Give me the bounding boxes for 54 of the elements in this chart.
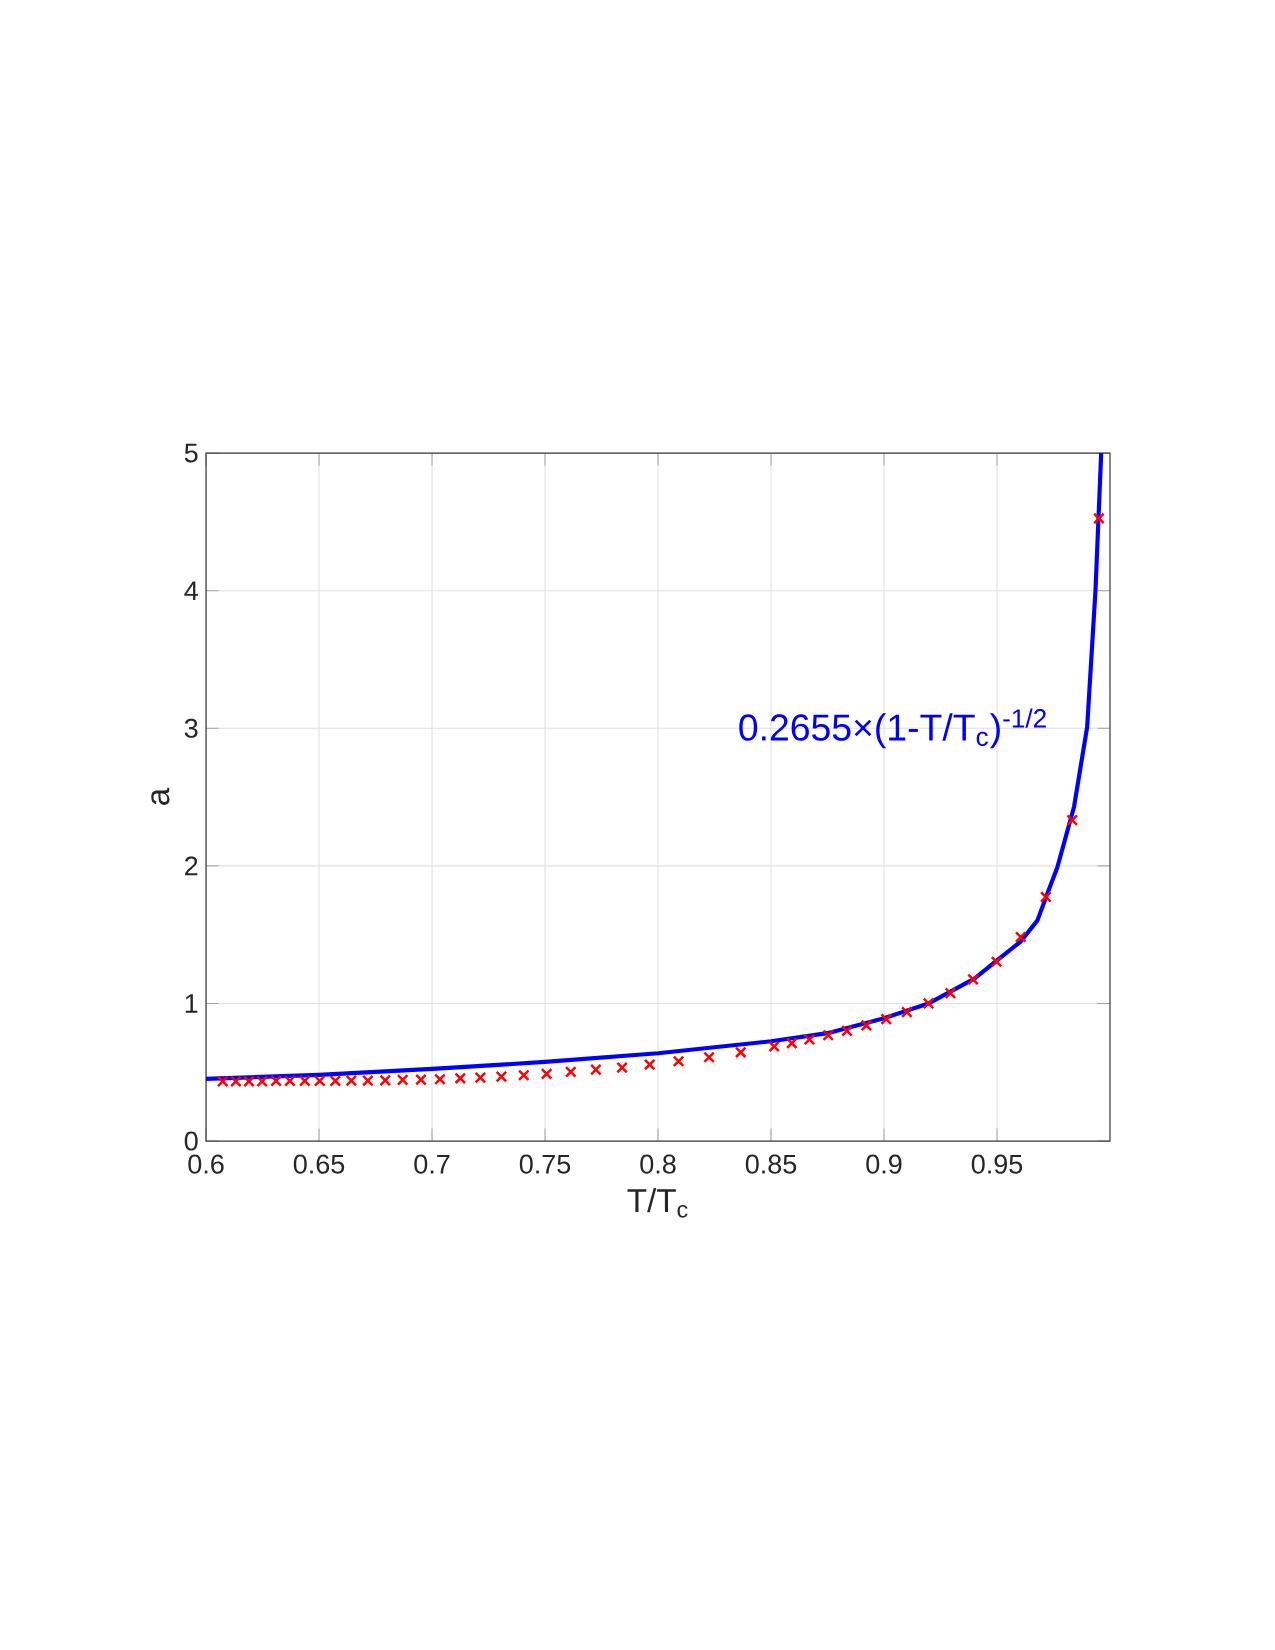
annotation: 0.2655×(1-T/T$_{c}$)$^{-1/2}$: [739, 708, 1046, 749]
point: [414, 1073, 427, 1086]
point: [474, 1071, 487, 1084]
y-tick-label: 1: [185, 994, 198, 1013]
point: [379, 1074, 392, 1087]
point: [345, 1074, 358, 1087]
x-tick-label: 0.8: [640, 1154, 676, 1174]
x-tick-label: 0.9: [866, 1154, 902, 1174]
x-tick-label: 0.65: [293, 1154, 345, 1174]
point: [1014, 931, 1027, 943]
y-tick-label: 4: [184, 581, 198, 600]
point: [329, 1074, 342, 1087]
point: [396, 1073, 409, 1086]
x-axis-title: T/T$_{c}$: [627, 1187, 688, 1218]
x-tick-label: 0.95: [971, 1154, 1023, 1174]
point: [703, 1051, 716, 1064]
point: [944, 987, 957, 1000]
point: [616, 1061, 629, 1074]
point: [880, 1013, 893, 1026]
point: [840, 1024, 853, 1037]
y-axis-title: a: [151, 787, 170, 805]
point: [1039, 890, 1052, 903]
y-tick-label: 2: [185, 856, 198, 876]
point: [822, 1029, 835, 1042]
x-tick-label: 0.6: [188, 1154, 224, 1174]
point: [454, 1072, 467, 1085]
point: [900, 1006, 913, 1019]
point: [433, 1073, 446, 1086]
y-tick-label: 0: [184, 1131, 198, 1151]
point: [540, 1067, 553, 1080]
point: [517, 1069, 530, 1082]
point: [495, 1070, 508, 1083]
point: [361, 1074, 374, 1087]
point: [967, 973, 980, 986]
point: [990, 955, 1003, 968]
point: [298, 1074, 311, 1087]
x-tick-label: 0.75: [519, 1154, 571, 1174]
point: [589, 1063, 602, 1076]
point: [643, 1058, 656, 1071]
point: [734, 1046, 747, 1059]
y-tick-label: 5: [184, 443, 198, 463]
point: [860, 1019, 873, 1032]
point: [1092, 512, 1105, 525]
y-tick-label: 3: [184, 718, 198, 738]
x-tick-label: 0.7: [414, 1154, 450, 1174]
point: [1066, 814, 1079, 827]
point: [803, 1033, 816, 1046]
point: [672, 1055, 685, 1068]
point: [768, 1040, 781, 1053]
point: [922, 997, 935, 1010]
point: [785, 1037, 798, 1050]
point: [564, 1065, 577, 1078]
point: [313, 1074, 326, 1087]
x-tick-label: 0.85: [745, 1154, 797, 1174]
